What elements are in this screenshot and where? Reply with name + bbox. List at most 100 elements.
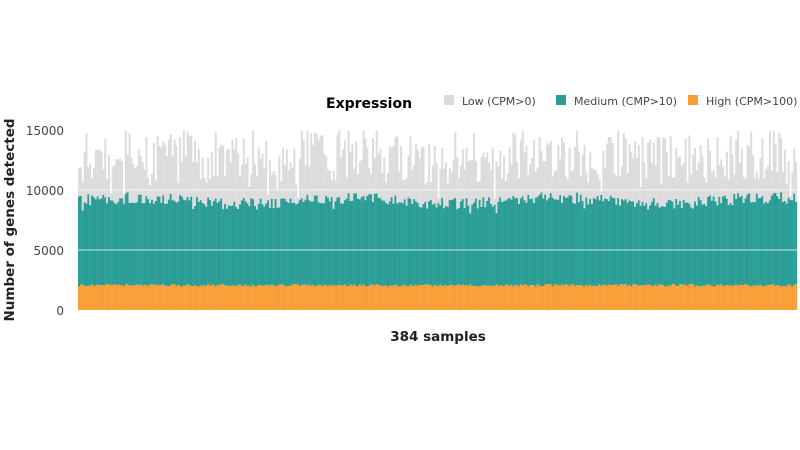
bar-medium — [755, 193, 758, 286]
bar-medium — [510, 199, 513, 285]
bar-medium — [727, 205, 730, 286]
bar-low — [581, 155, 584, 201]
bar-low — [283, 165, 286, 200]
bar-medium — [377, 197, 380, 286]
bar-low — [212, 175, 215, 202]
bar-low — [107, 155, 110, 198]
bar-high — [122, 286, 125, 310]
bar-medium — [214, 198, 217, 287]
bar-low — [229, 162, 232, 206]
bar-medium — [433, 203, 436, 286]
bar-low — [527, 175, 530, 195]
bar-medium — [480, 206, 483, 287]
bar-high — [755, 285, 758, 310]
bar-high — [330, 285, 333, 310]
bar-low — [186, 132, 189, 198]
bar-low — [795, 161, 798, 202]
bar-medium — [166, 203, 169, 286]
gridlines — [78, 129, 797, 251]
bar-high — [761, 286, 764, 310]
bar-medium — [607, 201, 610, 285]
bar-low — [473, 133, 476, 203]
bar-low — [312, 144, 315, 202]
bar-medium — [461, 199, 464, 285]
bar-high — [137, 285, 140, 310]
bar-high — [641, 285, 644, 310]
bar-high — [128, 285, 131, 310]
bar-high — [184, 285, 187, 310]
bar-low — [508, 147, 511, 198]
bar-low — [353, 168, 356, 194]
bar-high — [426, 284, 429, 310]
bar-high — [358, 284, 361, 310]
bar-medium — [555, 199, 558, 285]
bar-medium — [658, 207, 661, 284]
bar-medium — [604, 198, 607, 285]
bar-high — [218, 284, 221, 310]
bar-medium — [96, 196, 99, 285]
bar-low — [158, 146, 161, 197]
bar-low — [396, 135, 399, 204]
bar-medium — [753, 202, 756, 285]
bar-low — [579, 176, 582, 195]
bar-low — [692, 154, 695, 209]
bar-medium — [645, 203, 648, 285]
bar-low — [347, 130, 350, 194]
bar-high — [782, 286, 785, 310]
bar-high — [149, 284, 152, 310]
bar-medium — [304, 199, 307, 285]
bar-medium — [345, 198, 348, 287]
bar-high — [489, 285, 492, 310]
bar-high — [212, 284, 215, 310]
bar-high — [312, 284, 315, 310]
bar-low — [757, 179, 760, 199]
legend-label-medium: Medium (CMP>10) — [574, 95, 677, 108]
bar-medium — [437, 203, 440, 287]
bar-high — [96, 284, 99, 310]
bar-medium — [113, 202, 116, 285]
bar-medium — [538, 194, 541, 286]
bar-high — [182, 285, 185, 310]
bar-medium — [224, 203, 227, 286]
bar-high — [375, 283, 378, 310]
bar-medium — [589, 198, 592, 286]
bar-medium — [325, 196, 328, 286]
bar-low — [665, 151, 668, 203]
bar-medium — [495, 213, 498, 285]
bar-medium — [390, 197, 393, 286]
bar-low — [92, 167, 96, 198]
bar-high — [115, 285, 118, 310]
bar-high — [237, 284, 240, 310]
bar-low — [81, 181, 84, 211]
bar-low — [291, 167, 294, 203]
bar-low — [624, 139, 627, 200]
bar-high — [370, 284, 373, 310]
bar-medium — [793, 193, 796, 285]
bar-low — [577, 151, 580, 203]
bar-medium — [141, 203, 144, 286]
bar-low — [392, 146, 395, 204]
bar-low — [237, 153, 240, 209]
bar-low — [611, 143, 614, 198]
bar-high — [596, 286, 599, 310]
bar-high — [107, 284, 110, 310]
bar-low — [529, 164, 532, 200]
bar-high — [703, 285, 706, 310]
bar-high — [662, 285, 665, 310]
bar-low — [532, 140, 536, 204]
bar-high — [660, 284, 663, 310]
bar-medium — [576, 192, 579, 286]
bar-high — [725, 284, 728, 310]
bar-medium — [218, 200, 221, 285]
bar-high — [308, 284, 311, 310]
bar-high — [551, 286, 554, 310]
bar-medium — [117, 201, 120, 285]
bar-low — [152, 142, 155, 204]
bar-medium — [695, 205, 698, 286]
bar-low — [585, 172, 588, 198]
bar-low — [609, 137, 612, 196]
bar-medium — [336, 197, 339, 286]
bar-high — [795, 284, 798, 310]
bars — [78, 130, 798, 310]
bar-low — [345, 177, 348, 199]
